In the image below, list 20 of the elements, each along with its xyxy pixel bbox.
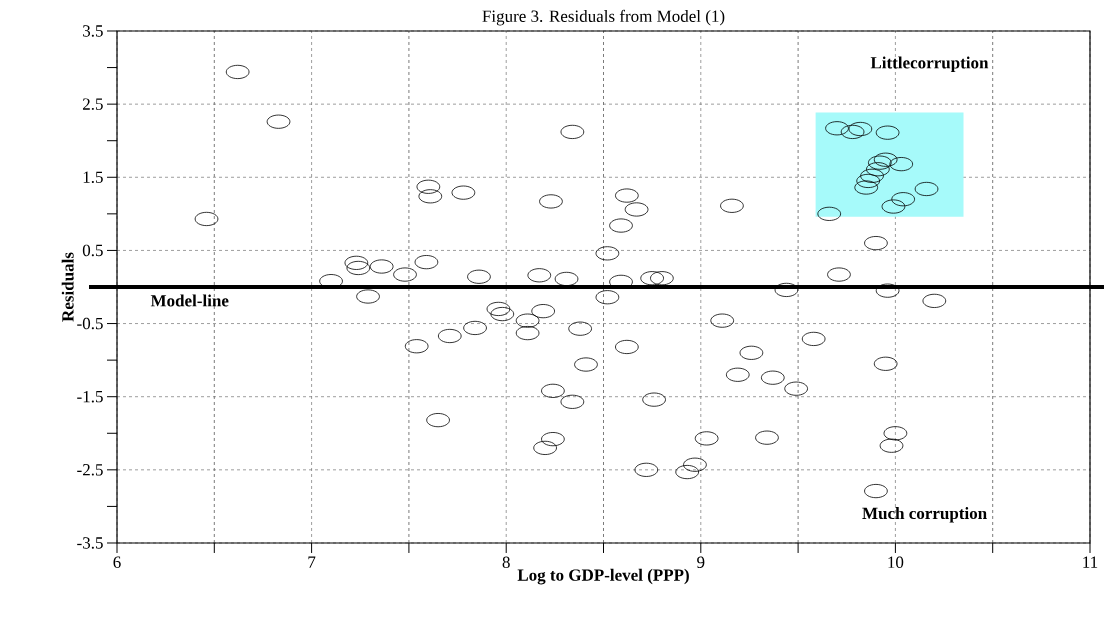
- y-axis-title: Residuals: [61, 252, 74, 322]
- x-tick-label: 9: [697, 556, 705, 568]
- y-tick-label: -2.5: [77, 464, 103, 476]
- y-tick-label: 1.5: [83, 171, 103, 184]
- y-tick-label: 0.5: [82, 244, 103, 257]
- x-tick-label: 6: [113, 556, 121, 568]
- y-tick-label: -3.5: [77, 537, 103, 549]
- x-tick-label: 8: [502, 556, 510, 568]
- y-tick-label: -1.5: [77, 390, 103, 403]
- annotation: Much corruption: [862, 507, 987, 523]
- ref-line-label: Model-line: [150, 294, 229, 307]
- x-tick-label: 11: [1083, 556, 1098, 568]
- y-tick-label: 2.5: [82, 98, 103, 110]
- x-axis-title: Log to GDP-level (PPP): [517, 568, 689, 585]
- x-tick-label: 10: [888, 556, 904, 568]
- y-tick-label: 3.5: [83, 25, 103, 37]
- annotation: Littlecorruption: [870, 56, 989, 72]
- chart-title: Figure 3. Residuals from Model (1): [482, 9, 725, 26]
- x-tick-label: 7: [308, 556, 316, 568]
- y-tick-label: -0.5: [77, 317, 103, 330]
